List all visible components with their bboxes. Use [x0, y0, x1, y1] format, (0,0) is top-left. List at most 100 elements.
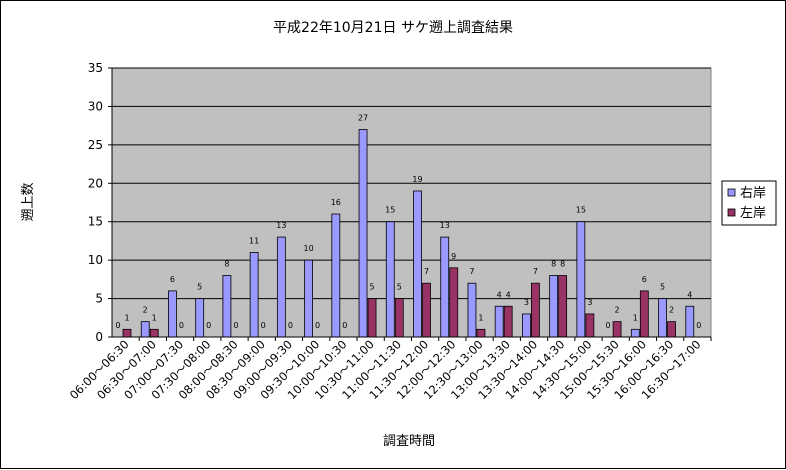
- bar-left-bank: [422, 282, 431, 338]
- bar-right-bank: [385, 221, 395, 338]
- data-label: 19: [412, 175, 422, 184]
- bar-right-bank: [358, 129, 368, 338]
- bar-right-bank: [630, 328, 640, 338]
- y-tick-label: 30: [88, 99, 103, 113]
- data-label: 0: [606, 321, 611, 330]
- y-tick-label: 15: [88, 215, 103, 229]
- bar-right-bank: [304, 259, 313, 338]
- bar-left-bank: [531, 282, 540, 338]
- data-label: 0: [233, 321, 238, 330]
- bar-right-bank: [276, 236, 286, 338]
- data-label: 7: [424, 267, 429, 276]
- data-label: 10: [303, 244, 313, 253]
- data-label: 2: [669, 306, 674, 315]
- bar-left-bank: [612, 321, 622, 338]
- y-tick-label: 35: [88, 61, 103, 75]
- y-tick-label: 10: [88, 253, 103, 267]
- legend-swatch: [727, 188, 736, 197]
- data-label: 0: [115, 321, 120, 330]
- bar-left-bank: [667, 321, 676, 338]
- bar-right-bank: [195, 298, 205, 338]
- data-label: 3: [524, 298, 529, 307]
- data-label: 27: [358, 113, 368, 122]
- data-label: 7: [533, 267, 538, 276]
- bar-right-bank: [522, 313, 531, 338]
- data-label: 2: [143, 306, 148, 315]
- data-label: 15: [576, 206, 586, 215]
- y-axis: 0 5 10 15 20 25 30 35: [88, 61, 113, 344]
- y-axis-label: 遡上数: [21, 182, 36, 221]
- data-label: 0: [315, 321, 320, 330]
- data-label: 1: [633, 313, 638, 322]
- legend-box: [721, 180, 777, 226]
- bar-right-bank: [168, 290, 177, 338]
- bar-right-bank: [467, 282, 477, 338]
- x-axis-label: 調査時間: [383, 434, 435, 449]
- y-tick-label: 25: [88, 138, 103, 152]
- data-label: 0: [696, 321, 701, 330]
- bar-left-bank: [122, 328, 132, 338]
- data-label: 9: [451, 252, 456, 261]
- data-label: 6: [642, 275, 647, 284]
- y-tick-label: 0: [95, 330, 103, 344]
- bar-right-bank: [440, 236, 450, 338]
- data-label: 0: [206, 321, 211, 330]
- data-label: 5: [397, 283, 402, 292]
- y-tick-label: 5: [95, 292, 103, 306]
- data-label: 1: [152, 313, 157, 322]
- bar-left-bank: [503, 305, 513, 338]
- legend-label: 右岸: [740, 186, 766, 201]
- bar-left-bank: [558, 275, 568, 338]
- bar-right-bank: [222, 275, 232, 338]
- data-label: 0: [342, 321, 347, 330]
- data-label: 15: [385, 206, 395, 215]
- y-tick-label: 20: [88, 176, 103, 190]
- data-label: 2: [615, 306, 620, 315]
- bar-right-bank: [576, 221, 586, 338]
- data-label: 6: [170, 275, 175, 284]
- data-label: 5: [369, 283, 374, 292]
- data-label: 0: [179, 321, 184, 330]
- data-label: 1: [478, 313, 483, 322]
- data-label: 8: [224, 260, 229, 269]
- gridlines: [112, 67, 711, 338]
- bar-right-bank: [494, 305, 504, 338]
- bar-left-bank: [367, 298, 377, 338]
- plot-area: [111, 67, 712, 338]
- data-label: 4: [506, 290, 511, 299]
- data-label: 3: [587, 298, 592, 307]
- legend-label: 左岸: [740, 206, 766, 221]
- data-label: 1: [124, 313, 129, 322]
- bar-right-bank: [413, 190, 422, 338]
- bar-left-bank: [394, 298, 404, 338]
- x-axis: 06:00～06:3006:30～07:0007:00～07:3007:30～0…: [67, 336, 712, 402]
- data-label: 16: [331, 198, 341, 207]
- data-label: 11: [249, 236, 259, 245]
- data-label: 13: [276, 221, 286, 230]
- bar-left-bank: [149, 328, 159, 338]
- data-label: 5: [197, 283, 202, 292]
- bar-left-bank: [476, 328, 486, 338]
- bar-left-bank: [585, 313, 595, 338]
- bar-right-bank: [331, 213, 341, 338]
- bar-right-bank: [140, 321, 150, 338]
- data-label: 0: [288, 321, 293, 330]
- bar-right-bank: [658, 298, 667, 338]
- legend-swatch: [727, 208, 736, 217]
- chart-title: 平成22年10月21日 サケ遡上調査結果: [273, 20, 513, 36]
- bar-right-bank: [549, 275, 559, 338]
- bar-right-bank: [685, 305, 695, 338]
- data-label: 7: [469, 267, 474, 276]
- bar-left-bank: [639, 290, 649, 338]
- data-label: 4: [497, 290, 502, 299]
- data-label: 0: [261, 321, 266, 330]
- bar-left-bank: [449, 267, 459, 338]
- bar-right-bank: [249, 252, 259, 338]
- data-label: 4: [687, 290, 692, 299]
- data-label: 5: [660, 283, 665, 292]
- data-label: 8: [551, 260, 556, 269]
